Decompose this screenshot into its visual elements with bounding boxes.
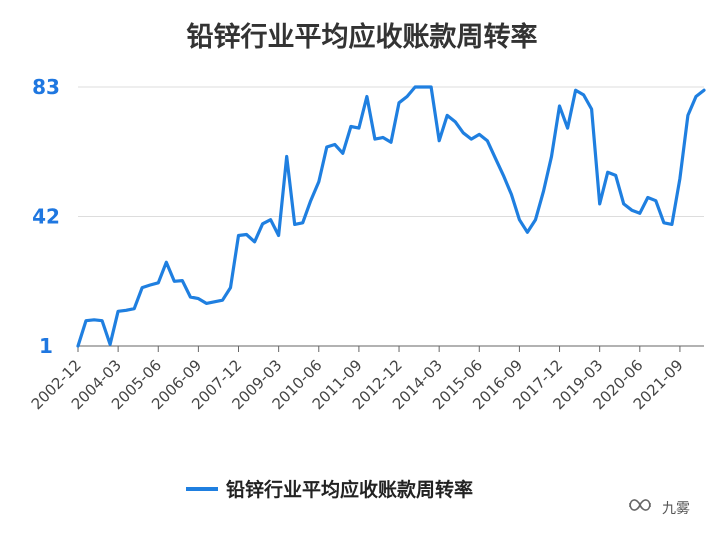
x-axis-ticks: 2002-122004-032005-062006-092007-122009-… — [28, 356, 687, 413]
grid-lines — [78, 86, 704, 217]
y-tick-label: 83 — [32, 75, 60, 99]
watermark: 九雾 — [629, 499, 690, 517]
x-axis — [77, 345, 704, 352]
wechat-channel-icon — [629, 499, 651, 511]
y-tick-label: 1 — [39, 334, 53, 358]
legend: 铅锌行业平均应收账款周转率 — [186, 478, 473, 501]
legend-entry: 铅锌行业平均应收账款周转率 — [226, 478, 473, 501]
y-axis-ticks: 1 42 83 — [32, 75, 60, 358]
watermark-text: 九雾 — [662, 501, 690, 517]
series-group — [76, 85, 706, 348]
y-tick-label: 42 — [32, 205, 60, 229]
chart-title: 铅锌行业平均应收账款周转率 — [187, 21, 538, 53]
series-line — [76, 85, 706, 348]
